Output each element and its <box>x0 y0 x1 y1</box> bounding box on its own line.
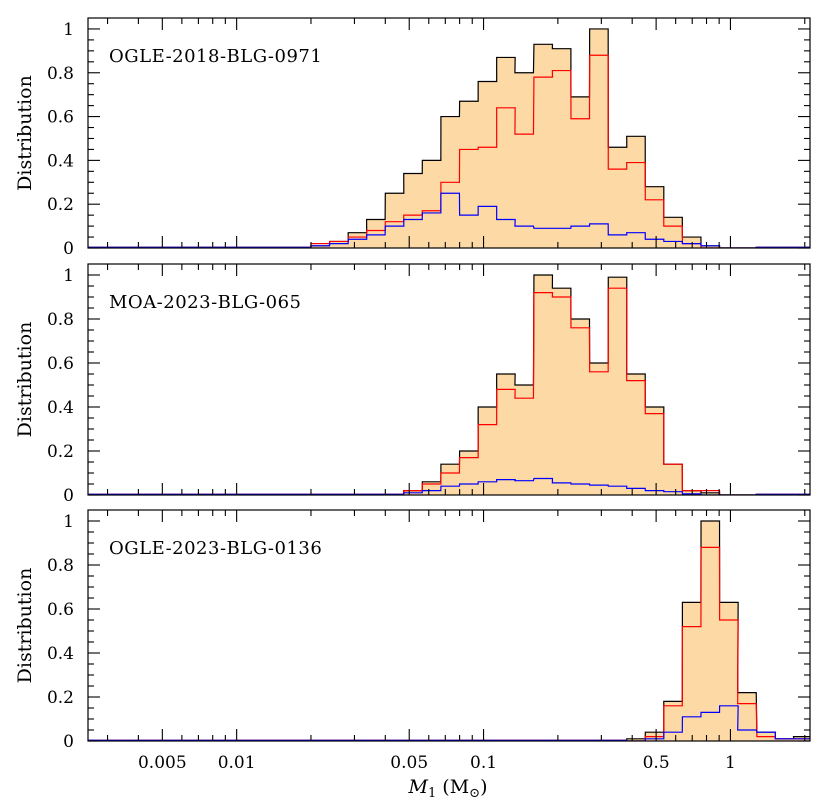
plot-area <box>88 274 810 495</box>
x-tick-label: 0.1 <box>470 753 497 773</box>
histogram-line-total <box>88 28 810 248</box>
histogram-line-blue <box>88 477 810 495</box>
y-tick-label: 1 <box>63 20 74 40</box>
y-tick-label: 0.8 <box>47 64 74 84</box>
panel-frame <box>87 263 811 496</box>
histogram-line-red <box>88 287 810 495</box>
y-tick-label: 0.8 <box>47 556 74 576</box>
x-tick-label: 0.01 <box>218 753 256 773</box>
x-axis-label-unit-open: (M <box>436 776 469 798</box>
y-tick-label: 0.4 <box>47 398 74 418</box>
histogram-line-blue <box>88 705 810 741</box>
panel-title: OGLE-2023-BLG-0136 <box>109 538 322 559</box>
y-tick-label: 1 <box>63 266 74 286</box>
x-axis-label-unit-sub: ⊙ <box>469 786 480 801</box>
y-tick-label: 0.4 <box>47 151 74 171</box>
histogram-fill-total <box>88 275 810 495</box>
y-tick-label: 0 <box>63 486 74 506</box>
histogram-fill-total <box>88 28 810 248</box>
panels: 0 0.2 0.4 0.6 0.8 1 Distribution OGLE-2018-BLG-… <box>14 17 811 752</box>
y-axis-label: Distribution <box>14 322 36 438</box>
panel-frame <box>87 17 811 249</box>
plot-area <box>88 520 810 741</box>
panel-1: 0 0.2 0.4 0.6 0.8 1 Distribution OGLE-2018-BLG-… <box>14 17 811 259</box>
y-tick-label: 0.6 <box>47 108 74 128</box>
x-tick-label: 1 <box>725 753 736 773</box>
histogram-line-total <box>88 274 810 495</box>
y-tick-label: 0.8 <box>47 310 74 330</box>
y-tick-label: 0.2 <box>47 195 74 215</box>
x-tick-label: 0.05 <box>390 753 428 773</box>
x-tick-label: 0.5 <box>643 753 670 773</box>
y-tick-label: 0.6 <box>47 354 74 374</box>
y-tick-label: 0.2 <box>47 688 74 708</box>
x-axis-label-sub: 1 <box>428 786 436 801</box>
y-tick-label: 0 <box>63 239 74 259</box>
panel-2: 0 0.2 0.4 0.6 0.8 1 Distribution MOA-2023-BLG-0… <box>14 263 811 506</box>
x-axis-label-unit-close: ) <box>480 776 487 798</box>
y-tick-label: 0.2 <box>47 442 74 462</box>
panel-3: 0 0.2 0.4 0.6 0.8 1 Distribution OGLE-2023-BLG-… <box>14 509 811 752</box>
y-axis-label: Distribution <box>14 568 36 684</box>
x-axis-label: M1 (M⊙) <box>408 776 488 801</box>
x-tick-label: 0.005 <box>138 753 187 773</box>
panel-title: OGLE-2018-BLG-0971 <box>109 46 322 67</box>
y-axis-label: Distribution <box>14 75 36 191</box>
x-axis-label-main: M <box>408 776 429 798</box>
panel-frame <box>87 509 811 742</box>
y-tick-label: 0.6 <box>47 600 74 620</box>
x-axis-tick-labels: 0.005 0.01 0.05 0.1 0.5 1 <box>138 753 736 773</box>
y-tick-label: 1 <box>63 512 74 532</box>
y-tick-label: 0.4 <box>47 644 74 664</box>
panel-title: MOA-2023-BLG-065 <box>109 292 302 313</box>
y-tick-label: 0 <box>63 732 74 752</box>
